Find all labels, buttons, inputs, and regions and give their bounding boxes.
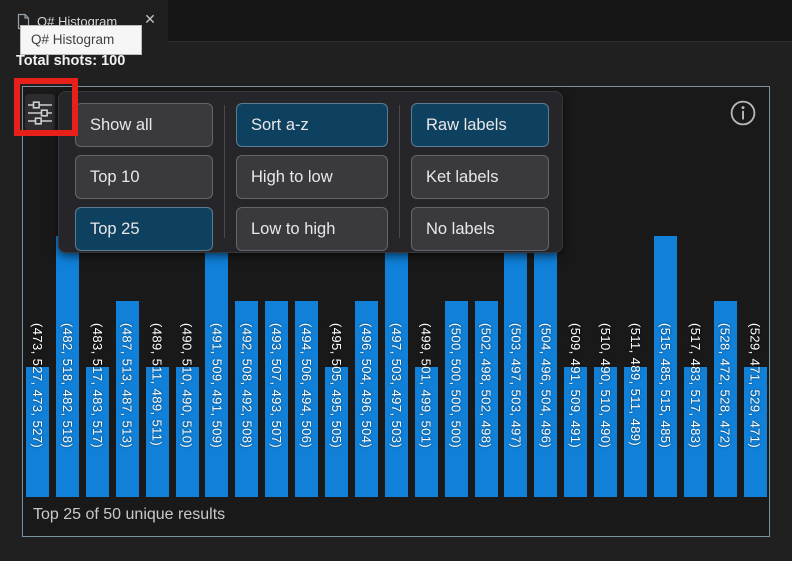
bar-label: (491, 509, 491, 509) xyxy=(209,323,225,449)
tab-title: Q# Histogram xyxy=(37,13,118,29)
histogram-bar xyxy=(295,301,319,497)
filter-sliders-icon[interactable] xyxy=(25,94,55,131)
bar-label: (510, 490, 510, 490) xyxy=(598,323,614,449)
bar-label: (492, 508, 492, 508) xyxy=(239,323,255,449)
histogram-bar xyxy=(85,366,109,497)
bar-label: (499, 501, 499, 501) xyxy=(418,323,434,449)
histogram-bar xyxy=(504,236,528,497)
bar-label: (502, 498, 502, 498) xyxy=(478,323,494,449)
button-no-labels[interactable]: No labels xyxy=(411,207,549,251)
tab-tooltip: Q# Histogram xyxy=(20,25,142,55)
histogram-bar xyxy=(265,301,289,497)
popup-column-count-filter: Show all Top 10 Top 25 xyxy=(75,103,213,251)
filter-settings-popup: Show all Top 10 Top 25 Sort a-z High to low L… xyxy=(58,91,563,253)
histogram-bar xyxy=(713,301,737,497)
popup-column-divider xyxy=(399,105,400,238)
bar-label: (487, 513, 487, 513) xyxy=(119,323,135,449)
button-ket-labels[interactable]: Ket labels xyxy=(411,155,549,199)
bar-label: (490, 510, 490, 510) xyxy=(179,323,195,449)
bar-label: (503, 497, 503, 497) xyxy=(508,323,524,449)
info-icon[interactable] xyxy=(729,99,757,127)
bar-label: (504, 496, 504, 496) xyxy=(538,323,554,449)
histogram-bar xyxy=(743,366,767,497)
bar-label: (473, 527, 473, 527) xyxy=(30,323,45,449)
bar-label: (528, 472, 528, 472) xyxy=(717,323,733,449)
highlight-annotation xyxy=(14,78,78,136)
histogram-bar xyxy=(205,236,229,497)
button-low-to-high[interactable]: Low to high xyxy=(236,207,388,251)
button-show-all[interactable]: Show all xyxy=(75,103,213,147)
histogram-bar xyxy=(624,366,647,497)
histogram-bar xyxy=(534,236,558,497)
histogram-panel: (473, 527, 473, 527) (482, 518, 482, 518)… xyxy=(22,86,770,537)
histogram-bar xyxy=(325,366,348,497)
histogram-bar xyxy=(145,366,169,497)
bar-label: (509, 491, 509, 491) xyxy=(568,323,584,449)
histogram-bar xyxy=(594,366,618,497)
file-document-icon xyxy=(16,13,30,30)
total-shots-label: Total shots: 100 xyxy=(16,53,126,69)
histogram-bar xyxy=(26,366,49,497)
bar-label: (517, 483, 517, 483) xyxy=(687,323,703,449)
bar-label: (515, 485, 515, 485) xyxy=(657,323,673,449)
histogram-bar xyxy=(384,236,408,497)
bar-label: (496, 504, 496, 504) xyxy=(358,323,374,449)
histogram-bar xyxy=(564,366,588,497)
button-high-to-low[interactable]: High to low xyxy=(236,155,388,199)
button-top-10[interactable]: Top 10 xyxy=(75,155,213,199)
bar-label: (511, 489, 511, 489) xyxy=(628,323,643,447)
bar-label: (493, 507, 493, 507) xyxy=(269,323,285,449)
bar-label: (500, 500, 500, 500) xyxy=(448,323,464,449)
popup-column-sort-order: Sort a-z High to low Low to high xyxy=(236,103,388,251)
histogram-chart: (473, 527, 473, 527) (482, 518, 482, 518)… xyxy=(23,87,769,536)
bar-label: (497, 503, 497, 503) xyxy=(388,323,404,449)
results-summary: Top 25 of 50 unique results xyxy=(33,506,226,523)
histogram-bar xyxy=(115,301,139,497)
bar-label: (495, 505, 495, 505) xyxy=(329,323,344,449)
close-icon[interactable]: ✕ xyxy=(144,10,156,27)
histogram-bar xyxy=(354,301,378,497)
popup-column-label-style: Raw labels Ket labels No labels xyxy=(411,103,549,251)
histogram-bar xyxy=(683,366,707,497)
histogram-bar xyxy=(444,301,468,497)
button-top-25[interactable]: Top 25 xyxy=(75,207,213,251)
histogram-bar xyxy=(235,301,259,497)
bar-label: (489, 511, 489, 511) xyxy=(149,323,165,447)
histogram-bar xyxy=(55,236,79,497)
bar-label: (529, 471, 529, 471) xyxy=(747,323,763,449)
button-raw-labels[interactable]: Raw labels xyxy=(411,103,549,147)
histogram-bar xyxy=(653,236,677,497)
button-sort-a-z[interactable]: Sort a-z xyxy=(236,103,388,147)
bar-label: (482, 518, 482, 518) xyxy=(59,323,75,449)
histogram-bar xyxy=(474,301,498,497)
popup-column-divider xyxy=(224,105,225,238)
histogram-bar xyxy=(175,366,199,497)
bar-label: (494, 506, 494, 506) xyxy=(299,323,315,449)
bar-label: (483, 517, 483, 517) xyxy=(89,323,105,449)
histogram-bar xyxy=(414,366,438,497)
